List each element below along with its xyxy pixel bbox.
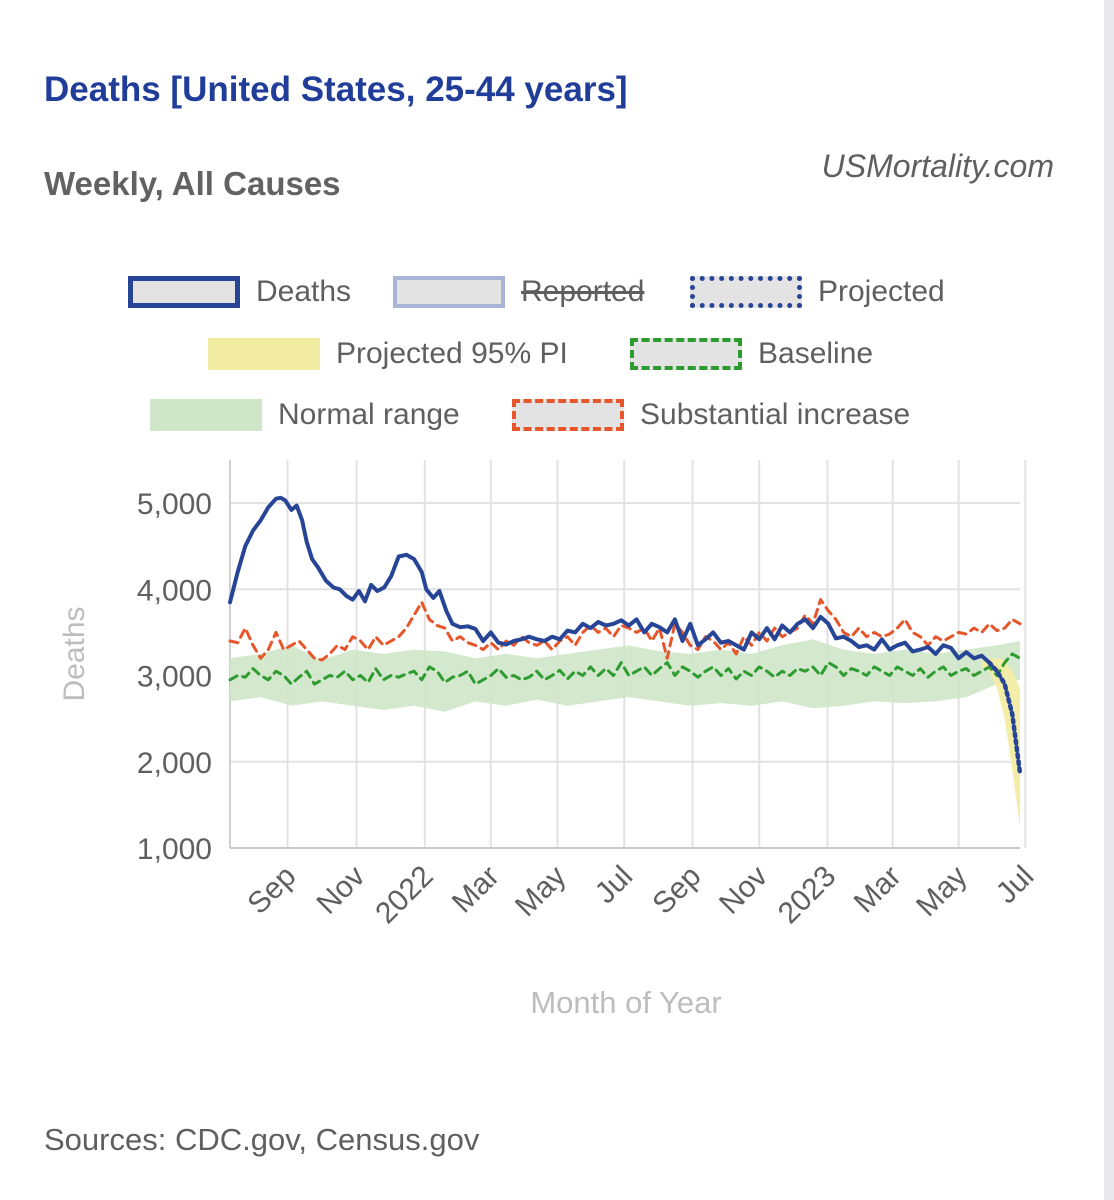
x-tick-label: Jul: [990, 860, 1040, 910]
legend-label-baseline: Baseline: [758, 337, 874, 370]
y-tick-label: 4,000: [137, 574, 212, 607]
normal-range-band: [230, 639, 1020, 712]
right-border: [1104, 0, 1114, 1200]
x-tick-label: Nov: [310, 860, 371, 921]
y-tick-labels: 1,000 2,000 3,000 4,000 5,000: [137, 488, 212, 866]
legend-swatch-pi: [208, 338, 320, 370]
x-tick-label: Mar: [848, 860, 908, 920]
legend-swatch-normal: [150, 399, 262, 431]
legend-label-reported: Reported: [521, 275, 645, 308]
legend-label-projected: Projected: [818, 275, 945, 308]
sources-note: Sources: CDC.gov, Census.gov: [44, 1122, 480, 1157]
baseline-line: [228, 652, 1022, 686]
y-tick-label: 2,000: [137, 747, 212, 780]
chart-title: Deaths [United States, 25-44 years]: [44, 70, 628, 109]
x-axis-label: Month of Year: [530, 985, 721, 1020]
series-lines: [228, 495, 1023, 776]
legend-item-deaths[interactable]: Deaths: [128, 274, 351, 310]
legend-item-projected[interactable]: Projected: [690, 274, 945, 310]
legend-label-substantial: Substantial increase: [640, 398, 911, 431]
legend-swatch-reported: [393, 276, 505, 308]
legend-label-pi: Projected 95% PI: [336, 337, 568, 370]
y-axis-label: Deaths: [58, 606, 91, 701]
y-tick-label: 3,000: [137, 661, 212, 694]
y-tick-label: 5,000: [137, 488, 212, 521]
site-watermark: USMortality.com: [821, 148, 1054, 184]
legend-swatch-projected: [690, 276, 802, 308]
substantial-increase-line: [228, 598, 1022, 662]
x-tick-label: Mar: [446, 860, 506, 920]
legend-item-substantial[interactable]: Substantial increase: [512, 397, 910, 433]
x-tick-label: Jul: [589, 860, 639, 910]
deaths-line: [228, 495, 992, 665]
x-tick-label: Nov: [713, 860, 774, 921]
legend-label-deaths: Deaths: [256, 275, 352, 308]
x-tick-label: Sep: [646, 860, 707, 921]
legend-item-reported[interactable]: Reported: [393, 274, 644, 310]
legend-swatch-deaths: [128, 276, 240, 308]
legend-item-pi[interactable]: Projected 95% PI: [208, 336, 568, 372]
legend-swatch-baseline: [630, 338, 742, 370]
legend-item-baseline[interactable]: Baseline: [630, 336, 873, 372]
x-tick-label: May: [509, 860, 572, 923]
y-tick-label: 1,000: [137, 833, 212, 866]
x-tick-label: Sep: [241, 860, 302, 921]
x-tick-label: 2023: [772, 860, 843, 931]
x-tick-label: May: [910, 860, 973, 923]
x-tick-label: 2022: [369, 860, 440, 931]
chart-subtitle: Weekly, All Causes: [44, 165, 341, 202]
legend-swatch-substantial: [512, 399, 624, 431]
legend-label-normal: Normal range: [278, 398, 460, 431]
legend-item-normal[interactable]: Normal range: [150, 397, 460, 433]
projected-line: [987, 660, 1023, 776]
